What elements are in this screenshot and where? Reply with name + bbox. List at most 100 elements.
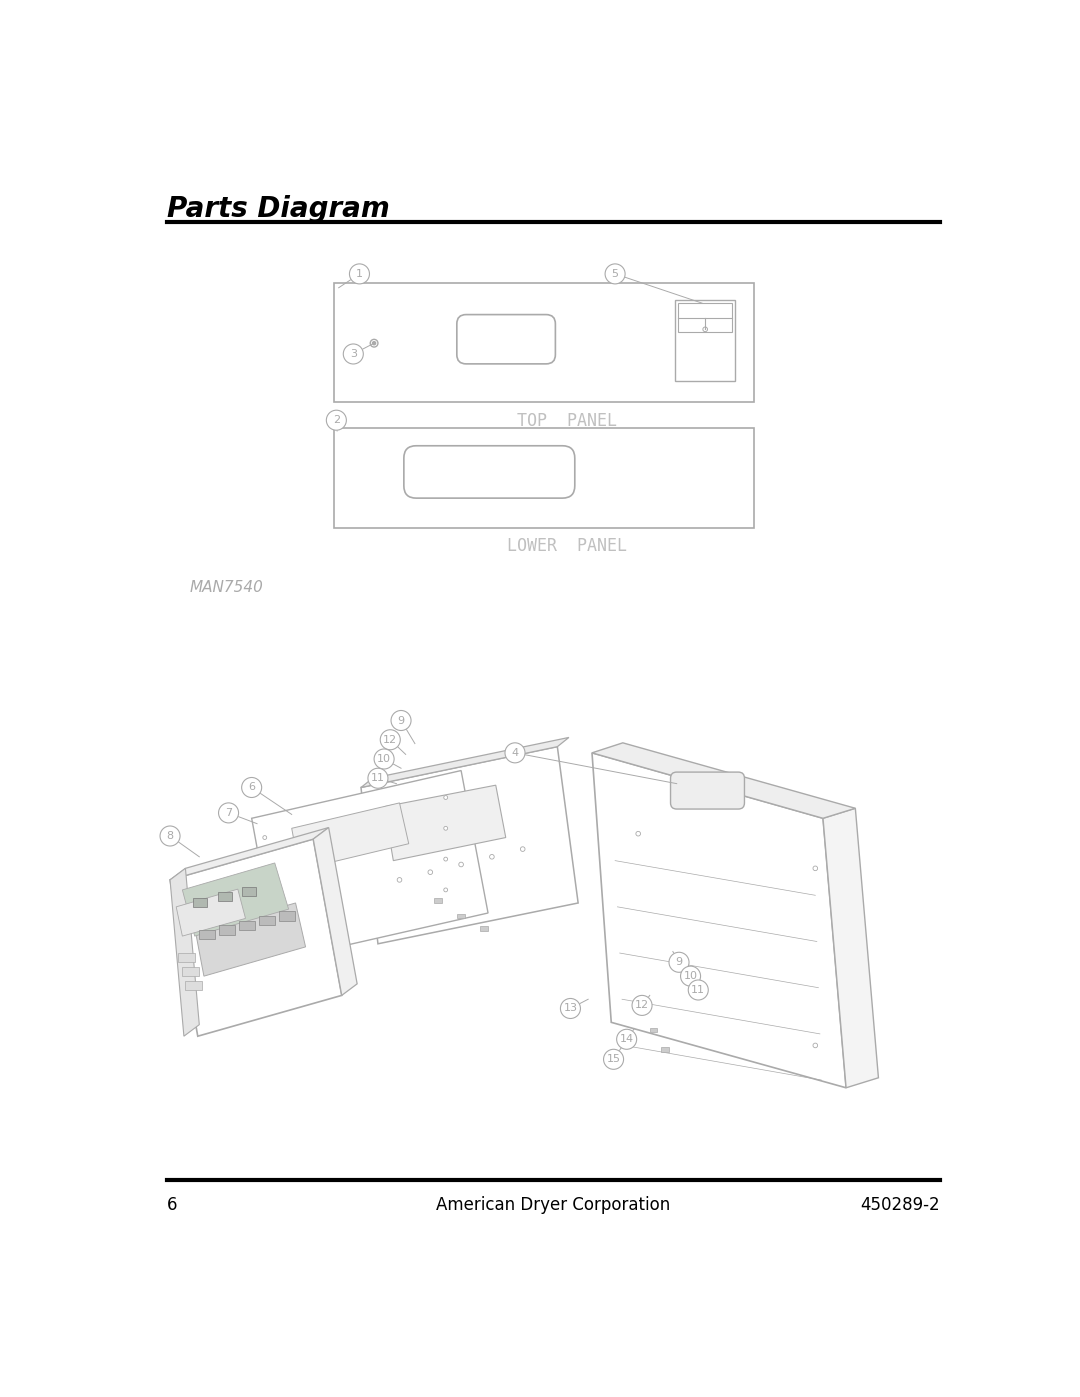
Circle shape: [380, 729, 401, 750]
Bar: [675, 300, 735, 381]
Bar: [219, 925, 234, 935]
Text: 450289-2: 450289-2: [861, 1196, 940, 1214]
Text: American Dryer Corporation: American Dryer Corporation: [436, 1196, 671, 1214]
Circle shape: [632, 996, 652, 1016]
Bar: [457, 914, 465, 918]
Circle shape: [391, 711, 411, 731]
Bar: [678, 303, 732, 332]
Text: Parts Diagram: Parts Diagram: [167, 194, 390, 222]
Bar: [650, 1028, 658, 1032]
Text: TOP  PANEL: TOP PANEL: [517, 412, 617, 430]
Bar: [434, 898, 442, 902]
Bar: [193, 898, 207, 907]
Circle shape: [813, 1044, 818, 1048]
Polygon shape: [823, 809, 878, 1088]
Polygon shape: [592, 753, 846, 1088]
Polygon shape: [176, 888, 245, 936]
Polygon shape: [313, 827, 357, 996]
Circle shape: [374, 749, 394, 768]
Circle shape: [636, 831, 640, 835]
Bar: [638, 1009, 646, 1013]
Text: 10: 10: [377, 754, 391, 764]
Bar: [280, 911, 295, 921]
Bar: [186, 981, 202, 990]
Circle shape: [428, 870, 433, 875]
Text: 1: 1: [356, 268, 363, 279]
Circle shape: [373, 342, 376, 345]
Bar: [661, 1046, 669, 1052]
Circle shape: [521, 847, 525, 851]
Polygon shape: [592, 743, 855, 819]
Circle shape: [397, 877, 402, 882]
Circle shape: [444, 858, 447, 861]
Bar: [334, 284, 754, 402]
Text: 15: 15: [607, 1055, 621, 1065]
Circle shape: [218, 803, 239, 823]
Circle shape: [444, 827, 447, 830]
Bar: [240, 921, 255, 930]
Text: 2: 2: [333, 415, 340, 425]
Text: 12: 12: [383, 735, 397, 745]
Text: 9: 9: [397, 715, 405, 725]
Circle shape: [326, 411, 347, 430]
Text: 14: 14: [620, 1034, 634, 1045]
Circle shape: [505, 743, 525, 763]
Circle shape: [459, 862, 463, 866]
Bar: [218, 893, 231, 901]
Circle shape: [262, 835, 267, 840]
Circle shape: [350, 264, 369, 284]
Bar: [178, 953, 194, 963]
Circle shape: [688, 979, 708, 1000]
Circle shape: [444, 795, 447, 799]
Text: 8: 8: [166, 831, 174, 841]
Circle shape: [262, 866, 267, 870]
FancyBboxPatch shape: [457, 314, 555, 363]
Polygon shape: [361, 738, 569, 788]
Polygon shape: [252, 771, 488, 961]
Text: 9: 9: [675, 957, 683, 967]
Polygon shape: [361, 746, 578, 944]
Circle shape: [813, 866, 818, 870]
Text: 13: 13: [564, 1003, 578, 1013]
Text: 5: 5: [611, 268, 619, 279]
Polygon shape: [292, 803, 408, 870]
Polygon shape: [183, 863, 288, 936]
Text: 11: 11: [691, 985, 705, 995]
Circle shape: [605, 264, 625, 284]
Circle shape: [680, 967, 701, 986]
Circle shape: [242, 778, 261, 798]
Bar: [481, 926, 488, 930]
Polygon shape: [170, 840, 341, 1037]
Circle shape: [703, 327, 707, 331]
Polygon shape: [195, 902, 306, 977]
FancyBboxPatch shape: [404, 446, 575, 499]
FancyBboxPatch shape: [671, 773, 744, 809]
Text: LOWER  PANEL: LOWER PANEL: [507, 538, 627, 555]
Text: 6: 6: [248, 782, 255, 792]
Bar: [334, 427, 754, 528]
Circle shape: [262, 928, 267, 932]
Text: 6: 6: [167, 1196, 177, 1214]
Polygon shape: [170, 827, 328, 880]
Circle shape: [604, 1049, 623, 1069]
Text: 11: 11: [370, 774, 384, 784]
Text: MAN7540: MAN7540: [190, 580, 264, 595]
Circle shape: [370, 339, 378, 346]
Circle shape: [368, 768, 388, 788]
Circle shape: [343, 344, 363, 365]
Circle shape: [160, 826, 180, 847]
Text: 4: 4: [512, 747, 518, 757]
Bar: [259, 916, 274, 925]
Circle shape: [561, 999, 580, 1018]
Polygon shape: [170, 869, 200, 1037]
Text: 7: 7: [225, 807, 232, 817]
Circle shape: [262, 897, 267, 901]
Bar: [242, 887, 256, 895]
Bar: [181, 967, 199, 977]
Circle shape: [636, 997, 640, 1002]
Text: 3: 3: [350, 349, 356, 359]
Polygon shape: [384, 785, 505, 861]
Circle shape: [669, 953, 689, 972]
Text: 12: 12: [635, 1000, 649, 1010]
Circle shape: [489, 855, 495, 859]
